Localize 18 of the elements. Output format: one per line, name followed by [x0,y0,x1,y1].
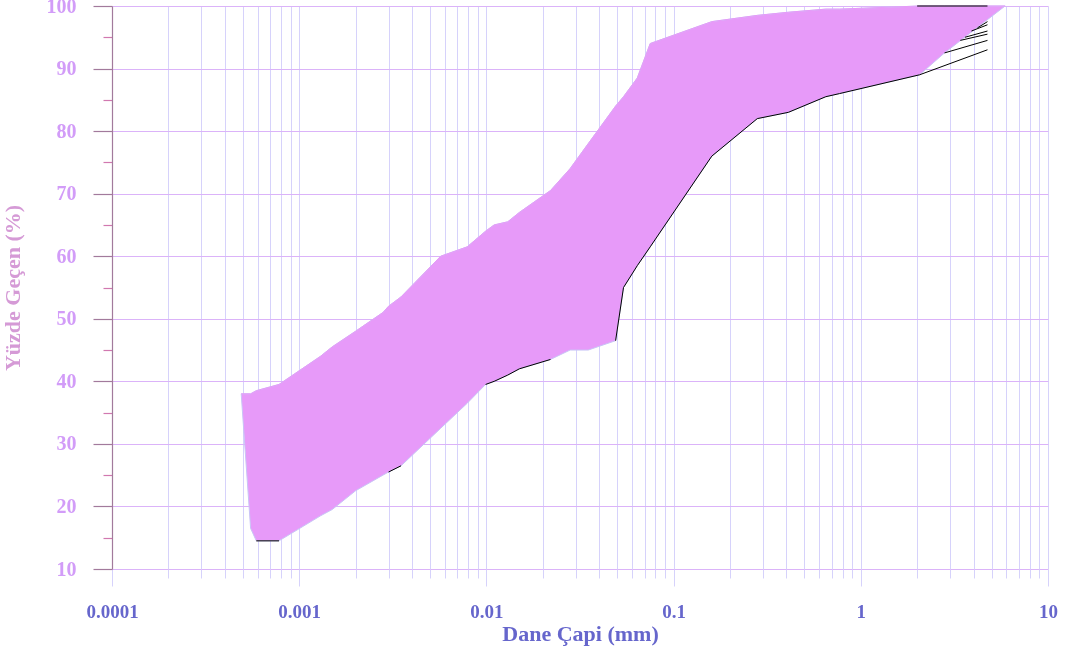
y-tick-label: 20 [56,494,77,517]
y-tick-label: 10 [56,557,77,580]
x-tick-label: 0.1 [662,600,686,622]
x-tick-label: 0.01 [470,600,504,622]
y-tick-label: 30 [56,432,77,455]
y-axis-title: Yüzde Geçen (%) [0,204,25,372]
x-tick-label: 0.001 [278,600,322,622]
y-tick-label: 50 [56,307,77,330]
y-tick-label: 70 [56,182,77,205]
y-tick-label: 90 [56,57,77,80]
x-axis-title: Dane Çapi (mm) [502,620,659,646]
y-tick-label: 40 [56,369,77,392]
x-tick-label: 0.0001 [86,600,139,622]
x-tick-label: 10 [1039,600,1058,622]
y-tick-label: 60 [56,244,77,267]
x-tick-label: 1 [856,600,867,622]
y-tick-label: 100 [46,0,77,17]
y-tick-label: 80 [56,119,77,142]
